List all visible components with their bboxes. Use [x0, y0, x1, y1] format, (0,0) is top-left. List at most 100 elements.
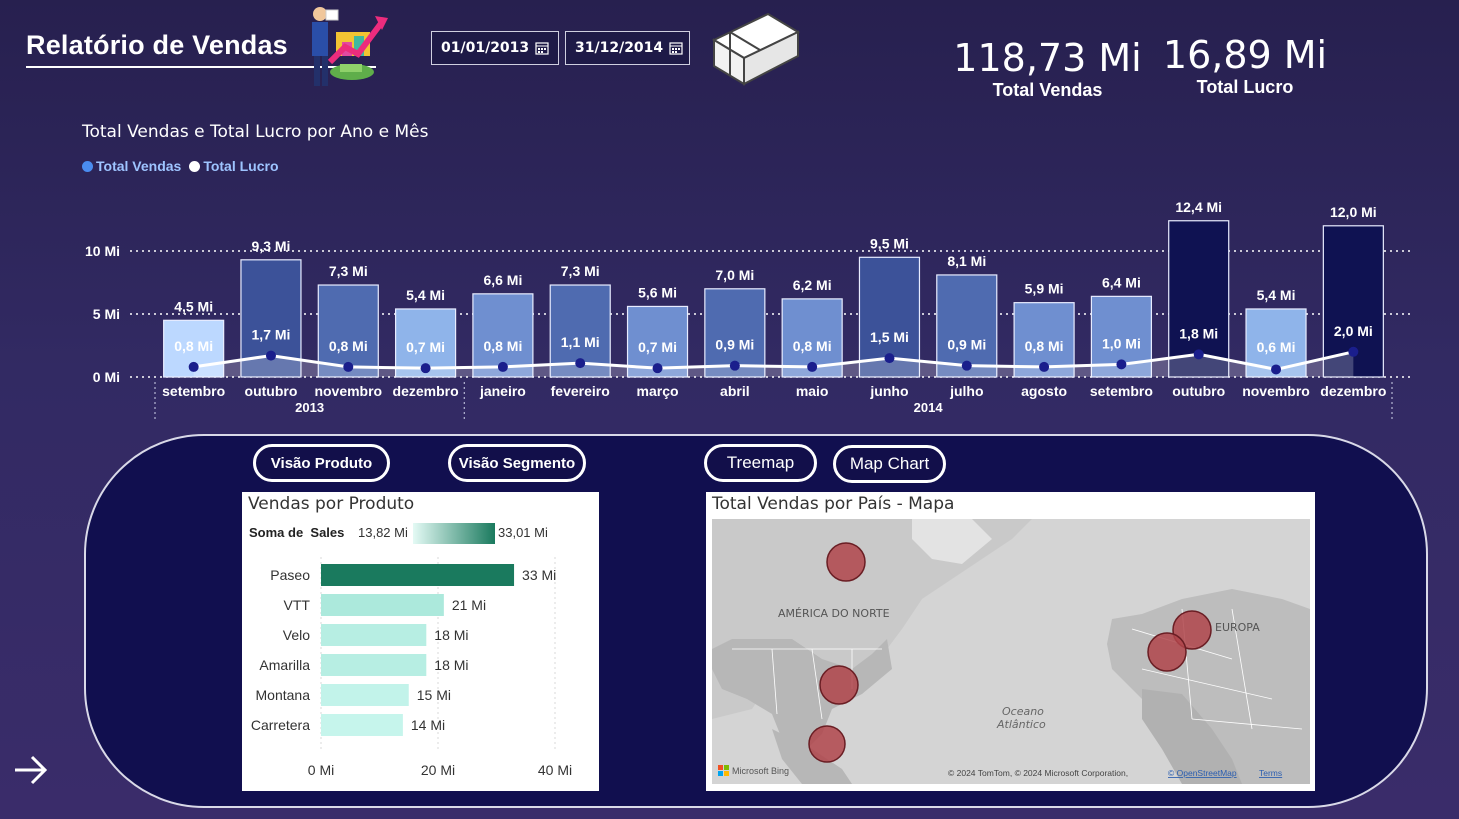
osm-link[interactable]: © OpenStreetMap [1168, 768, 1237, 778]
product-bar[interactable] [321, 594, 444, 616]
kpi-value: 16,89 Mi [1162, 33, 1328, 77]
color-scale-max: 33,01 Mi [498, 525, 548, 540]
calendar-icon[interactable] [669, 41, 683, 55]
profit-point[interactable] [807, 361, 818, 372]
sales-data-label: 7,3 Mi [561, 263, 600, 279]
product-value-label: 21 Mi [452, 597, 486, 613]
sales-data-label: 6,2 Mi [793, 277, 832, 293]
profit-point[interactable] [1039, 361, 1050, 372]
eraser-clear-filters-icon[interactable] [708, 6, 804, 88]
map-bubble-germany[interactable] [1172, 610, 1212, 650]
x-tick-label: setembro [1090, 383, 1153, 399]
profit-point[interactable] [1116, 359, 1127, 370]
map-card-title: Total Vendas por País - Mapa [712, 494, 955, 514]
map-chart-button[interactable]: Map Chart [833, 445, 946, 483]
profit-data-label: 0,8 Mi [174, 338, 213, 354]
profit-point[interactable] [1348, 346, 1359, 357]
end-date-value: 31/12/2014 [575, 40, 664, 56]
profit-point[interactable] [420, 363, 431, 374]
arrow-right-icon[interactable] [12, 752, 50, 788]
treemap-button[interactable]: Treemap [704, 444, 817, 482]
x-tick-label: outubro [245, 383, 298, 399]
product-bar[interactable] [321, 624, 427, 646]
profit-point[interactable] [1271, 364, 1282, 375]
profit-point[interactable] [1193, 349, 1204, 360]
sales-data-label: 6,6 Mi [483, 272, 522, 288]
sales-bar[interactable] [317, 284, 379, 378]
product-card-title: Vendas por Produto [248, 494, 415, 514]
x-tick-label: setembro [162, 383, 225, 399]
year-label: 2013 [295, 400, 324, 415]
x-tick-label: dezembro [393, 383, 459, 399]
sales-data-label: 5,4 Mi [406, 287, 445, 303]
kpi-label: Total Lucro [1196, 77, 1294, 97]
y-tick-label: 10 Mi [85, 243, 120, 259]
x-tick-label: novembro [314, 383, 382, 399]
profit-data-label: 0,8 Mi [1025, 338, 1064, 354]
profit-point[interactable] [652, 363, 663, 374]
map-card: Total Vendas por País - Mapa AMÉRICA DO … [706, 492, 1315, 791]
businessman-growth-illustration [312, 7, 388, 86]
profit-data-label: 0,8 Mi [793, 338, 832, 354]
x-tick-label: maio [796, 383, 829, 399]
product-bar[interactable] [321, 654, 427, 676]
sales-data-label: 5,4 Mi [1257, 287, 1296, 303]
year-label: 2014 [914, 400, 944, 415]
profit-point[interactable] [497, 361, 508, 372]
end-date-picker[interactable]: 31/12/2014 [565, 31, 690, 65]
profit-point[interactable] [884, 353, 895, 364]
x-tick-label: novembro [1242, 383, 1310, 399]
profit-line [193, 350, 1354, 371]
profit-point[interactable] [961, 360, 972, 371]
terms-link[interactable]: Terms [1259, 768, 1282, 778]
start-date-picker[interactable]: 01/01/2013 [431, 31, 559, 65]
profit-data-label: 1,5 Mi [870, 329, 909, 345]
product-bar[interactable] [321, 714, 403, 736]
map-bubble-france[interactable] [1147, 632, 1187, 672]
product-bar[interactable] [321, 684, 409, 706]
sales-data-label: 4,5 Mi [174, 298, 213, 314]
profit-area [193, 351, 1354, 377]
map-bubble-mexico[interactable] [808, 725, 846, 763]
visao-produto-button[interactable]: Visão Produto [253, 444, 390, 482]
sales-data-label: 7,0 Mi [715, 267, 754, 283]
product-sales-card: Vendas por Produto Soma de Sales 13,82 M… [242, 492, 599, 791]
profit-point[interactable] [729, 360, 740, 371]
profit-point[interactable] [575, 358, 586, 369]
visao-segmento-button[interactable]: Visão Segmento [448, 444, 586, 482]
calendar-icon[interactable] [535, 41, 549, 55]
page-title: Relatório de Vendas [26, 30, 288, 60]
y-tick-label: 5 Mi [93, 306, 120, 322]
x-tick-label: julho [949, 383, 983, 399]
color-scale-gradient [413, 523, 495, 544]
product-value-label: 33 Mi [522, 567, 556, 583]
map-attribution: © 2024 TomTom, © 2024 Microsoft Corporat… [948, 768, 1128, 778]
map-bubble-usa[interactable] [819, 665, 859, 705]
x-tick-label: março [637, 383, 679, 399]
profit-point[interactable] [343, 361, 354, 372]
profit-data-label: 1,8 Mi [1179, 325, 1218, 341]
product-bar[interactable] [321, 564, 515, 586]
sales-data-label: 12,4 Mi [1175, 199, 1222, 215]
product-bar-chart[interactable]: 0 Mi 20 Mi 40 Mi Paseo 33 Mi VTT 21 Mi Velo 18 M… [242, 552, 599, 791]
profit-point[interactable] [188, 361, 199, 372]
sales-profit-combo-chart[interactable]: 0 Mi 5 Mi 10 Mi 4,5 Mi 9,3 Mi 7,3 Mi 5,4 Mi 6,6… [0, 190, 1459, 430]
kpi-label: Total Vendas [992, 80, 1103, 100]
product-value-label: 18 Mi [434, 657, 468, 673]
product-label: Amarilla [259, 657, 310, 673]
legend-item-vendas[interactable]: Total Vendas [82, 158, 181, 174]
title-underline [26, 66, 376, 68]
sales-bar[interactable] [936, 274, 998, 378]
legend-dot-icon [82, 161, 93, 172]
product-label: Velo [283, 627, 310, 643]
x-tick-label: agosto [1021, 383, 1067, 399]
profit-point[interactable] [265, 350, 276, 361]
sales-bar[interactable] [163, 319, 225, 378]
map-bubble-canada[interactable] [826, 542, 866, 582]
world-map[interactable]: AMÉRICA DO NORTE EUROPA Oceano Atlântico… [712, 519, 1310, 784]
kpi-total-vendas: 118,73 Mi Total Vendas [950, 36, 1145, 101]
start-date-value: 01/01/2013 [441, 40, 530, 56]
sales-data-label: 6,4 Mi [1102, 274, 1141, 290]
legend-item-lucro[interactable]: Total Lucro [189, 158, 279, 174]
product-value-label: 18 Mi [434, 627, 468, 643]
